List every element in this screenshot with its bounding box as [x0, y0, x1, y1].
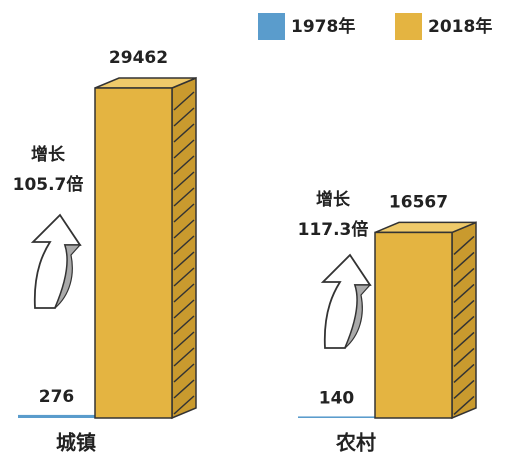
bar-hatch — [453, 283, 475, 303]
bar-hatch — [453, 331, 475, 351]
bar-hatch — [173, 299, 195, 319]
bar-hatch — [173, 395, 195, 415]
bar-hatch — [173, 347, 195, 367]
bar-hatch — [173, 267, 195, 287]
data-label: 140 — [319, 388, 355, 408]
bar-hatch — [173, 171, 195, 191]
bar-hatch — [453, 379, 475, 399]
arrow-shade — [54, 244, 82, 309]
annotation: 117.3倍 — [298, 219, 369, 240]
bar-hatch — [173, 315, 195, 335]
bar-hatch — [173, 91, 195, 111]
legend-swatch — [395, 13, 422, 40]
legend-swatch — [258, 13, 285, 40]
data-label: 16567 — [389, 192, 448, 212]
bar-hatch — [453, 299, 475, 319]
growth-arrow — [320, 253, 372, 349]
bar — [94, 87, 173, 419]
bar-hatch — [173, 107, 195, 127]
category-label: 农村 — [335, 431, 376, 455]
growth-arrow — [30, 213, 82, 309]
arrow-shade — [344, 284, 372, 349]
bar-hatch — [173, 251, 195, 271]
data-label: 29462 — [109, 48, 168, 68]
legend-label: 2018年 — [428, 16, 492, 37]
bar-hatch — [453, 363, 475, 383]
bar-hatch — [173, 139, 195, 159]
bar-hatch — [453, 251, 475, 271]
bar-hatch — [453, 347, 475, 367]
annotation: 增长 — [31, 144, 66, 165]
bar-hatch — [173, 123, 195, 143]
bar-hatch — [173, 187, 195, 207]
bar-hatch — [453, 235, 475, 255]
bar-hatch — [453, 267, 475, 287]
bar-hatch — [173, 379, 195, 399]
bar-hatch — [173, 331, 195, 351]
legend-label: 1978年 — [291, 16, 355, 37]
bar — [298, 416, 375, 418]
bar-hatch — [453, 315, 475, 335]
data-label: 276 — [39, 387, 75, 407]
bar-hatch — [173, 203, 195, 223]
bar-hatch — [173, 219, 195, 239]
bar — [18, 414, 95, 418]
category-label: 城镇 — [56, 431, 96, 455]
bar-hatch — [173, 283, 195, 303]
bar-side — [171, 76, 197, 420]
bar-hatch — [173, 363, 195, 383]
bar-hatch — [453, 395, 475, 415]
annotation: 增长 — [316, 189, 351, 210]
bar-hatch — [173, 155, 195, 175]
bar-hatch — [173, 235, 195, 255]
annotation: 105.7倍 — [13, 174, 84, 195]
bar — [374, 231, 453, 419]
